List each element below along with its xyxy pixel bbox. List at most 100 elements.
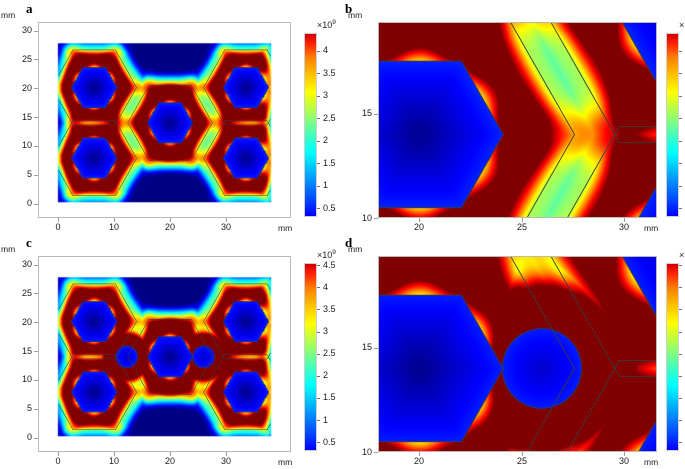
y-tick-a <box>34 59 38 60</box>
colorbar-tick-c <box>317 332 320 333</box>
stress-field-image-d <box>379 257 656 451</box>
colorbar-tick-label-c: 0.5 <box>323 437 336 447</box>
colorbar-gradient-a <box>304 33 317 217</box>
panel-b: bmm1015202530mm0.511.522.533.54×109 <box>343 0 685 234</box>
hexagon-cell-outline <box>567 360 656 451</box>
colorbar-tick-c <box>317 420 320 421</box>
colorbar-tick-d <box>679 265 682 266</box>
y-tick-d <box>374 348 378 349</box>
x-tick-c <box>114 452 115 456</box>
colorbar-tick-label-c: 4 <box>323 282 329 292</box>
colorbar-exponent-d: ×109 <box>679 250 685 260</box>
hexagon-void-outline <box>222 66 270 109</box>
y-tick-a <box>34 175 38 176</box>
y-tick-label-d: 15 <box>361 342 372 352</box>
x-tick-label-a: 30 <box>220 222 231 232</box>
colorbar-tick-c <box>317 287 320 288</box>
hexagon-void-outline <box>146 336 194 378</box>
colorbar-tick-a <box>317 141 320 142</box>
panel-letter-b: b <box>345 1 353 16</box>
colorbar-tick-a <box>317 163 320 164</box>
x-tick-b <box>522 218 523 222</box>
hexagon-cell-outline <box>550 23 656 143</box>
stress-field-image-a <box>39 23 290 217</box>
y-tick-c <box>34 293 38 294</box>
x-tick-c <box>226 452 227 456</box>
colorbar-tick-label-a: 2 <box>323 135 329 145</box>
hexagon-void-outline <box>638 422 656 451</box>
colorbar-tick-b <box>679 73 682 74</box>
colorbar-tick-b <box>679 186 682 187</box>
y-tick-b <box>374 114 378 115</box>
colorbar-tick-d <box>679 287 682 288</box>
colorbar-tick-a <box>317 51 320 52</box>
colorbar-tick-label-a: 3 <box>323 90 329 100</box>
colorbar-tick-label-a: 2.5 <box>323 113 336 123</box>
y-tick-label-a: 10 <box>21 140 32 150</box>
hexagon-void-outline <box>146 102 194 144</box>
lattice-outline-a <box>58 49 271 197</box>
y-tick-label-a: 30 <box>21 25 32 35</box>
colorbar-gradient-c <box>304 263 317 451</box>
y-tick-a <box>34 88 38 89</box>
x-tick-d <box>522 452 523 456</box>
y-tick-c <box>34 409 38 410</box>
hexagon-cell-outline <box>510 23 576 217</box>
panel-d: dmm1015202530mm0.511.522.533.544.5×109 <box>343 234 685 469</box>
y-axis-unit-a: mm <box>1 10 16 20</box>
x-tick-label-c: 30 <box>220 456 231 466</box>
colorbar-tick-a <box>317 186 320 187</box>
colorbar-tick-b <box>679 208 682 209</box>
y-tick-label-d: 10 <box>361 447 372 457</box>
colorbar-tick-d <box>679 398 682 399</box>
hexagon-cell-outline <box>550 257 656 377</box>
y-tick-a <box>34 31 38 32</box>
y-tick-c <box>34 322 38 323</box>
stress-field-plot-c <box>39 257 290 451</box>
colorbar-tick-a <box>317 208 320 209</box>
hexagon-cell-outline <box>127 85 213 161</box>
colorbar-tick-a <box>317 73 320 74</box>
colorbar-tick-c <box>317 354 320 355</box>
x-tick-a <box>170 218 171 222</box>
x-tick-a <box>226 218 227 222</box>
x-tick-d <box>419 452 420 456</box>
y-tick-label-a: 25 <box>21 54 32 64</box>
y-tick-label-c: 10 <box>21 374 32 384</box>
colorbar-tick-label-c: 1.5 <box>323 392 336 402</box>
hexagon-void-outline <box>71 66 118 109</box>
colorbar-tick-c <box>317 309 320 310</box>
colorbar-exponent-a: ×109 <box>317 19 336 30</box>
stress-field-image-c <box>39 257 290 451</box>
hexagon-void-outline <box>71 300 118 343</box>
colorbar-tick-b <box>679 51 682 52</box>
stress-field-plot-b <box>379 23 656 217</box>
y-tick-a <box>34 146 38 147</box>
hexagon-void-outline <box>222 371 270 413</box>
colorbar-a: 0.5 1 1.5 2 2.5 3 3.5 4 ×109 <box>304 19 364 217</box>
x-tick-d <box>624 452 625 456</box>
y-axis-unit-b: mm <box>348 10 363 20</box>
hexagon-cell-outline <box>58 120 137 197</box>
y-tick-label-c: 20 <box>21 317 32 327</box>
y-tick-label-b: 10 <box>361 213 372 223</box>
hexagon-cell-outline <box>510 257 576 451</box>
x-axis-unit-b: mm <box>644 223 659 233</box>
colorbar-tick-c <box>317 376 320 377</box>
hexagon-void-outline <box>222 300 270 343</box>
lattice-outline-d <box>379 257 656 451</box>
y-tick-c <box>34 380 38 381</box>
colorbar-tick-c <box>317 442 320 443</box>
colorbar-tick-c <box>317 398 320 399</box>
colorbar-tick-label-c: 3.5 <box>323 304 336 314</box>
colorbar-d: 0.511.522.533.544.5×109 <box>666 251 685 451</box>
hexagon-cell-outline <box>203 354 271 431</box>
x-tick-a <box>58 218 59 222</box>
stress-field-plot-a <box>39 23 290 217</box>
colorbar-tick-b <box>679 141 682 142</box>
y-tick-a <box>34 204 38 205</box>
panel-letter-a: a <box>26 1 33 16</box>
x-tick-label-d: 25 <box>516 456 527 466</box>
colorbar-tick-label-a: 0.5 <box>323 203 336 213</box>
x-tick-label-c: 20 <box>164 456 175 466</box>
